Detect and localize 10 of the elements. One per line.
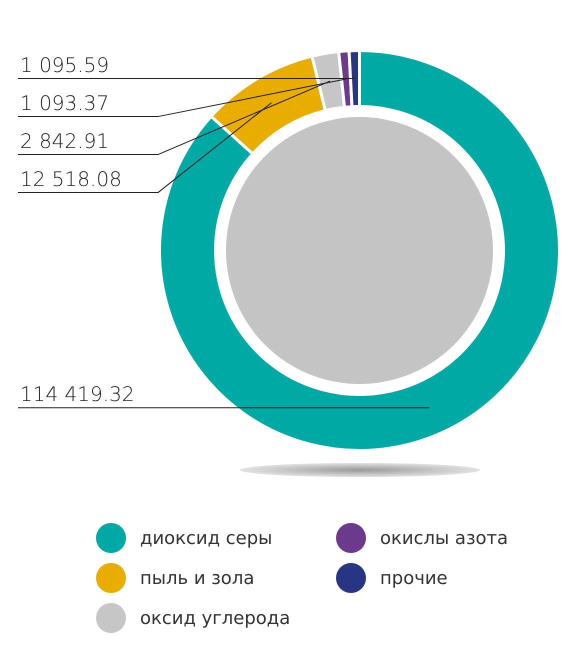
data-label: 114 419.32 [20,382,135,406]
data-label: 12 518.08 [20,166,122,191]
legend-label: окислы азота [380,528,508,548]
legend-label: пыль и зола [140,568,254,588]
legend-label: прочие [380,568,448,588]
data-label: 1 093.37 [20,90,110,115]
data-label: 1 095.59 [20,52,110,77]
legend-label: диоксид серы [140,528,272,548]
data-label: 2 842.91 [20,128,110,153]
legend-label: оксид углерода [140,608,290,628]
